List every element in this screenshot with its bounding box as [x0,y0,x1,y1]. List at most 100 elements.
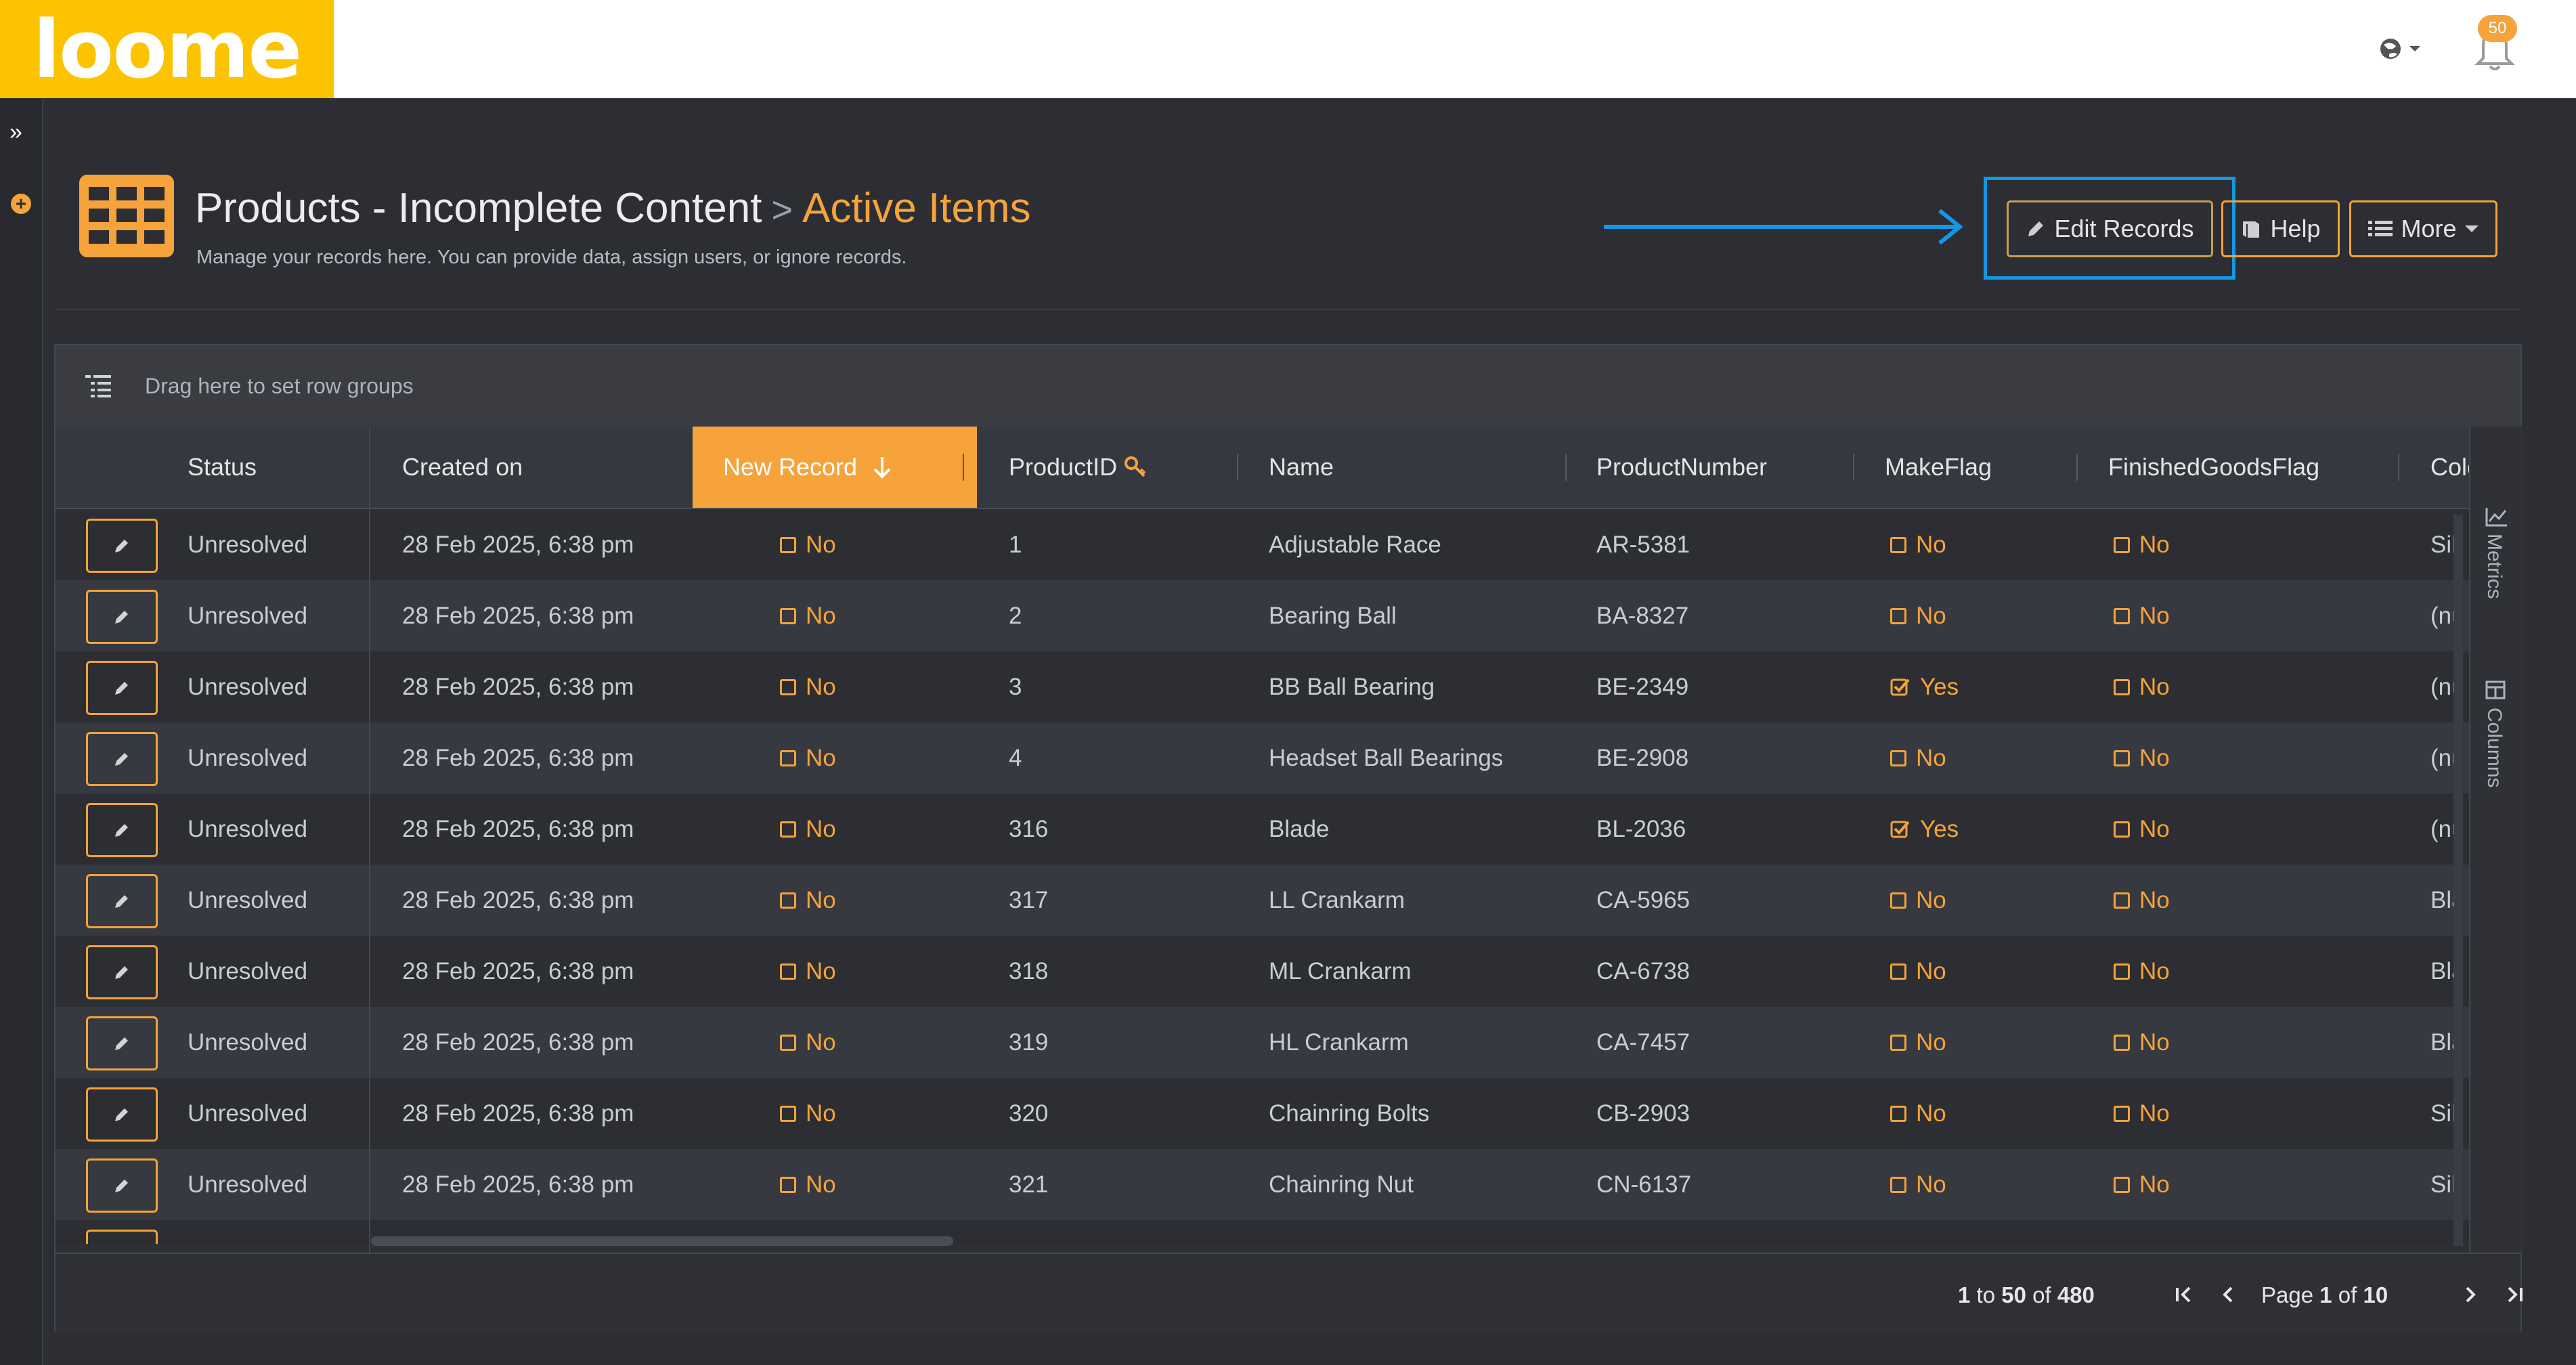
edit-row-button[interactable] [86,519,158,573]
edit-row-button[interactable] [86,732,158,786]
vertical-scrollbar[interactable] [2453,515,2463,1246]
color-cell: Sil [2430,1100,2453,1127]
new-record-cell[interactable]: No [780,1007,836,1078]
finished-goods-flag-cell-value: No [2139,744,2170,771]
column-resize-handle[interactable] [963,454,964,481]
finished-goods-flag-cell[interactable]: No [2114,509,2170,580]
unchecked-box-icon [2114,892,2130,909]
help-button[interactable]: Help [2221,200,2340,257]
make-flag-cell[interactable]: No [1890,1007,1946,1078]
new-record-cell[interactable]: No [780,580,836,651]
add-circle-icon[interactable]: + [11,194,31,214]
table-row[interactable]: Unresolved 28 Feb 2025, 6:38 pm No 1 Adjusta… [56,509,2469,581]
table-row[interactable]: Unresolved 28 Feb 2025, 6:38 pm No 3 BB Ball… [56,651,2469,723]
column-header-product-number[interactable]: ProductNumber [1596,427,1767,508]
column-resize-handle[interactable] [1853,454,1854,481]
new-record-cell[interactable]: No [780,509,836,580]
column-header-created-on[interactable]: Created on [402,427,523,508]
more-menu-button[interactable]: More [2349,200,2497,257]
new-record-cell-value: No [806,744,836,771]
make-flag-cell[interactable]: No [1890,1149,1946,1220]
column-header-color[interactable]: Colo [2430,427,2469,508]
column-header-status[interactable]: Status [188,427,257,508]
table-row[interactable]: Unresolved 28 Feb 2025, 6:38 pm No 320 Chain… [56,1078,2469,1150]
column-header-product-id[interactable]: ProductID [1009,427,1147,508]
new-record-cell[interactable]: No [780,722,836,794]
make-flag-cell[interactable]: No [1890,865,1946,936]
new-record-cell[interactable]: No [780,651,836,722]
table-row[interactable]: Unresolved 28 Feb 2025, 6:38 pm No 2 Bearing… [56,580,2469,652]
metrics-tab[interactable]: Metrics [2483,534,2506,599]
edit-row-button[interactable] [86,874,158,928]
product-id-cell: 317 [1009,886,1049,913]
new-record-cell[interactable]: No [780,1078,836,1149]
make-flag-cell[interactable]: No [1890,580,1946,651]
table-row[interactable]: Unresolved 28 Feb 2025, 6:38 pm No 316 Blade… [56,794,2469,865]
app-logo[interactable]: loome [0,0,334,98]
column-resize-handle[interactable] [2398,454,2399,481]
row-group-panel[interactable]: Drag here to set row groups [56,345,2520,428]
column-resize-handle[interactable] [1565,454,1567,481]
product-id-cell: 1 [1009,531,1022,558]
finished-goods-flag-cell[interactable]: No [2114,1149,2170,1220]
columns-tab[interactable]: Columns [2483,708,2506,788]
column-resize-handle[interactable] [2076,454,2078,481]
edit-row-button[interactable] [86,945,158,999]
column-resize-handle[interactable] [1237,454,1238,481]
finished-goods-flag-cell[interactable]: No [2114,1007,2170,1078]
language-globe-icon[interactable] [2373,31,2434,66]
created-on-cell: 28 Feb 2025, 6:38 pm [402,531,634,558]
columns-icon[interactable] [2485,680,2506,699]
make-flag-cell[interactable]: No [1890,509,1946,580]
edit-records-button[interactable]: Edit Records [2007,200,2213,257]
finished-goods-flag-cell[interactable]: No [2114,936,2170,1007]
column-header-make-flag[interactable]: MakeFlag [1885,427,1992,508]
finished-goods-flag-cell[interactable]: No [2114,1078,2170,1149]
first-page-icon[interactable] [2170,1281,2198,1308]
column-header-finished-goods-flag[interactable]: FinishedGoodsFlag [2108,427,2319,508]
edit-row-button[interactable] [86,1158,158,1213]
edit-row-button[interactable] [86,1016,158,1070]
metrics-chart-icon[interactable] [2485,506,2508,527]
table-row[interactable]: Unresolved 28 Feb 2025, 6:38 pm No 319 HL Cr… [56,1007,2469,1079]
edit-row-button[interactable] [86,661,158,715]
new-record-cell[interactable]: No [780,865,836,936]
edit-row-button[interactable] [86,803,158,857]
book-icon [2243,221,2260,238]
breadcrumb-active-view[interactable]: Active Items [802,185,1031,232]
edit-row-button[interactable] [86,1230,158,1244]
make-flag-cell[interactable]: No [1890,722,1946,794]
finished-goods-flag-cell[interactable]: No [2114,580,2170,651]
table-row[interactable]: Unresolved 28 Feb 2025, 6:38 pm No 318 ML Cr… [56,936,2469,1008]
finished-goods-flag-cell[interactable]: No [2114,651,2170,722]
make-flag-cell[interactable]: No [1890,936,1946,1007]
finished-goods-flag-cell[interactable]: No [2114,865,2170,936]
column-header-finished-goods-flag-label: FinishedGoodsFlag [2108,453,2320,481]
pencil-icon [115,1037,128,1050]
horizontal-scrollbar[interactable] [371,1236,953,1246]
new-record-cell[interactable]: No [780,936,836,1007]
column-header-name[interactable]: Name [1269,427,1334,508]
name-cell: BB Ball Bearing [1269,673,1435,700]
new-record-cell[interactable]: No [780,1149,836,1220]
table-row[interactable]: Unresolved 28 Feb 2025, 6:38 pm No 4 Headset… [56,722,2469,794]
expand-sidebar-icon[interactable]: » [9,119,22,145]
finished-goods-flag-cell[interactable]: No [2114,722,2170,794]
make-flag-cell[interactable]: Yes [1890,651,1959,722]
next-page-icon[interactable] [2456,1281,2483,1308]
table-row[interactable]: Unresolved 28 Feb 2025, 6:38 pm No 317 LL Cr… [56,865,2469,936]
breadcrumb-separator: > [771,190,793,230]
previous-page-icon[interactable] [2215,1281,2242,1308]
finished-goods-flag-cell[interactable]: No [2114,794,2170,865]
make-flag-cell[interactable]: Yes [1890,794,1959,865]
edit-row-button[interactable] [86,590,158,644]
column-header-new-record[interactable]: New Record [693,427,977,508]
last-page-icon[interactable] [2501,1281,2528,1308]
created-on-cell: 28 Feb 2025, 6:38 pm [402,744,634,771]
new-record-cell[interactable]: No [780,794,836,865]
edit-row-button[interactable] [86,1087,158,1142]
table-row[interactable]: Unresolved 28 Feb 2025, 6:38 pm No 321 Chain… [56,1149,2469,1221]
make-flag-cell[interactable]: No [1890,1078,1946,1149]
product-number-cell: CA-7457 [1596,1028,1690,1056]
new-record-cell-value: No [806,531,836,558]
